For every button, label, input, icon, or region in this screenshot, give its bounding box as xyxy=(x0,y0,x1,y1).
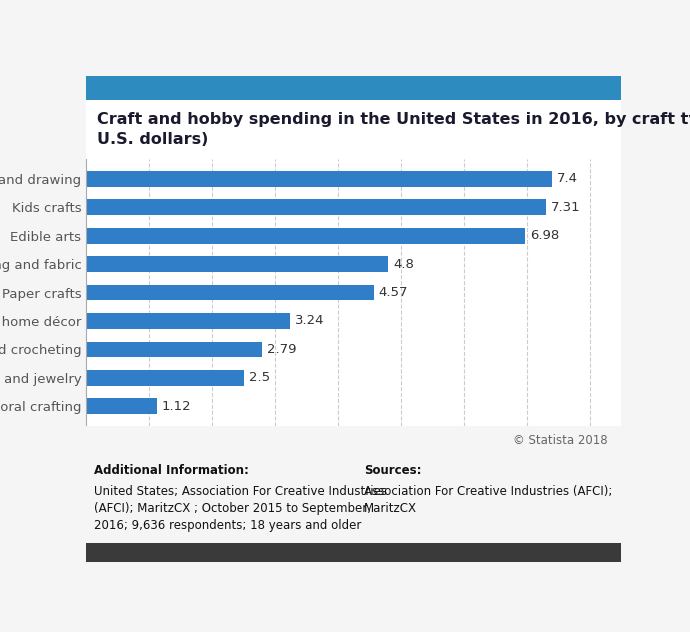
Text: Association For Creative Industries (AFCI);
MaritzCX: Association For Creative Industries (AFC… xyxy=(364,485,613,514)
Text: 4.8: 4.8 xyxy=(393,258,414,270)
Text: © Statista 2018: © Statista 2018 xyxy=(513,434,608,447)
Text: 1.12: 1.12 xyxy=(161,400,191,413)
Text: Sources:: Sources: xyxy=(364,464,422,477)
Bar xyxy=(86,200,546,215)
Text: United States; Association For Creative Industries
(AFCI); MaritzCX ; October 20: United States; Association For Creative … xyxy=(95,485,387,532)
Bar xyxy=(86,370,244,386)
Text: 6.98: 6.98 xyxy=(531,229,560,242)
Text: 2.79: 2.79 xyxy=(267,343,296,356)
Bar xyxy=(86,228,525,243)
Text: 7.4: 7.4 xyxy=(557,173,578,185)
Text: 2.5: 2.5 xyxy=(248,372,270,384)
Bar xyxy=(86,341,262,357)
Text: Craft and hobby spending in the United States in 2016, by craft type (in billion: Craft and hobby spending in the United S… xyxy=(97,112,690,147)
Text: 7.31: 7.31 xyxy=(551,201,581,214)
Bar xyxy=(86,257,388,272)
Text: 3.24: 3.24 xyxy=(295,315,324,327)
Bar xyxy=(86,171,552,186)
Bar xyxy=(86,398,157,414)
Bar xyxy=(86,285,374,300)
Bar xyxy=(86,313,290,329)
Text: Additional Information:: Additional Information: xyxy=(95,464,249,477)
Text: 4.57: 4.57 xyxy=(379,286,408,299)
